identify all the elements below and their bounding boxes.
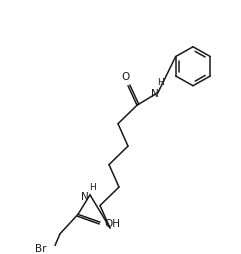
Text: N: N: [151, 89, 159, 99]
Text: O: O: [122, 72, 130, 82]
Text: H: H: [158, 78, 164, 87]
Text: Br: Br: [35, 244, 47, 254]
Text: N: N: [81, 192, 89, 202]
Text: OH: OH: [104, 219, 120, 229]
Text: H: H: [90, 183, 96, 192]
